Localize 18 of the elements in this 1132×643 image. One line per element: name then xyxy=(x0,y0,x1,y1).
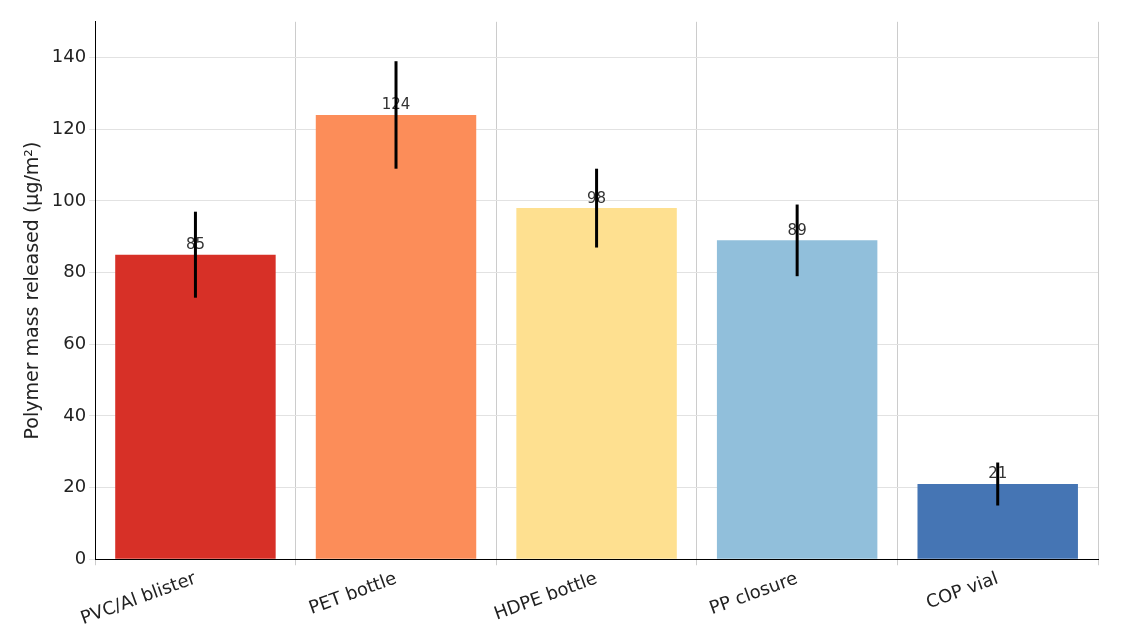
y-tick-label: 80 xyxy=(63,260,87,282)
x-tick-label: PET bottle xyxy=(305,566,399,618)
bar xyxy=(315,114,477,559)
y-tick-label: 120 xyxy=(51,116,87,138)
x-tick-label: HDPE bottle xyxy=(490,566,600,624)
y-tick-label: 40 xyxy=(63,403,87,425)
y-tick-label: 140 xyxy=(51,45,87,67)
bar xyxy=(115,254,276,559)
bar xyxy=(516,208,677,559)
y-tick-label: 100 xyxy=(51,188,87,210)
x-tick-label: COP vial xyxy=(923,566,1001,613)
y-axis-title: Polymer mass released (µg/m²) xyxy=(20,141,43,440)
bar xyxy=(716,240,878,559)
y-tick-label: 0 xyxy=(74,546,87,568)
y-tick-label: 20 xyxy=(63,475,87,497)
y-tick-label: 60 xyxy=(63,331,87,353)
bar xyxy=(917,484,1078,559)
x-tick-label: PP closure xyxy=(706,566,801,619)
